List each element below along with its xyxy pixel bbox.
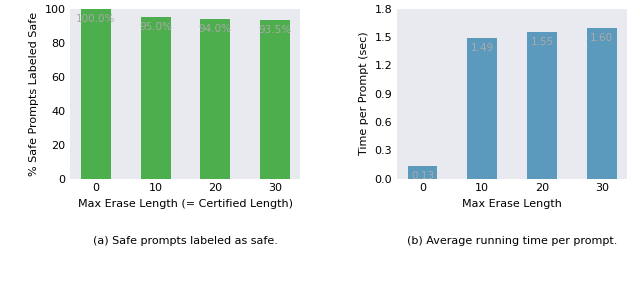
Text: 100.0%: 100.0%	[76, 14, 115, 24]
Bar	[467, 38, 497, 179]
Y-axis label: Time per Prompt (sec): Time per Prompt (sec)	[359, 32, 369, 156]
Text: 93.5%: 93.5%	[259, 25, 292, 35]
Text: 0.13: 0.13	[411, 171, 434, 181]
Bar	[260, 20, 290, 179]
Text: 94.0%: 94.0%	[199, 24, 232, 34]
Text: 1.60: 1.60	[590, 33, 613, 43]
Y-axis label: % Safe Prompts Labeled Safe: % Safe Prompts Labeled Safe	[29, 12, 39, 176]
Bar	[408, 166, 438, 179]
Text: 1.55: 1.55	[531, 37, 554, 47]
X-axis label: Max Erase Length: Max Erase Length	[462, 199, 562, 209]
Text: (b) Average running time per prompt.: (b) Average running time per prompt.	[407, 236, 618, 246]
Text: (a) Safe prompts labeled as safe.: (a) Safe prompts labeled as safe.	[93, 236, 278, 246]
Bar	[141, 17, 170, 179]
Bar	[81, 9, 111, 179]
Text: 1.49: 1.49	[470, 43, 494, 53]
Text: 95.0%: 95.0%	[139, 22, 172, 32]
Bar	[527, 32, 557, 179]
Bar	[587, 28, 617, 179]
Bar	[200, 19, 230, 179]
X-axis label: Max Erase Length (= Certified Length): Max Erase Length (= Certified Length)	[78, 199, 293, 209]
